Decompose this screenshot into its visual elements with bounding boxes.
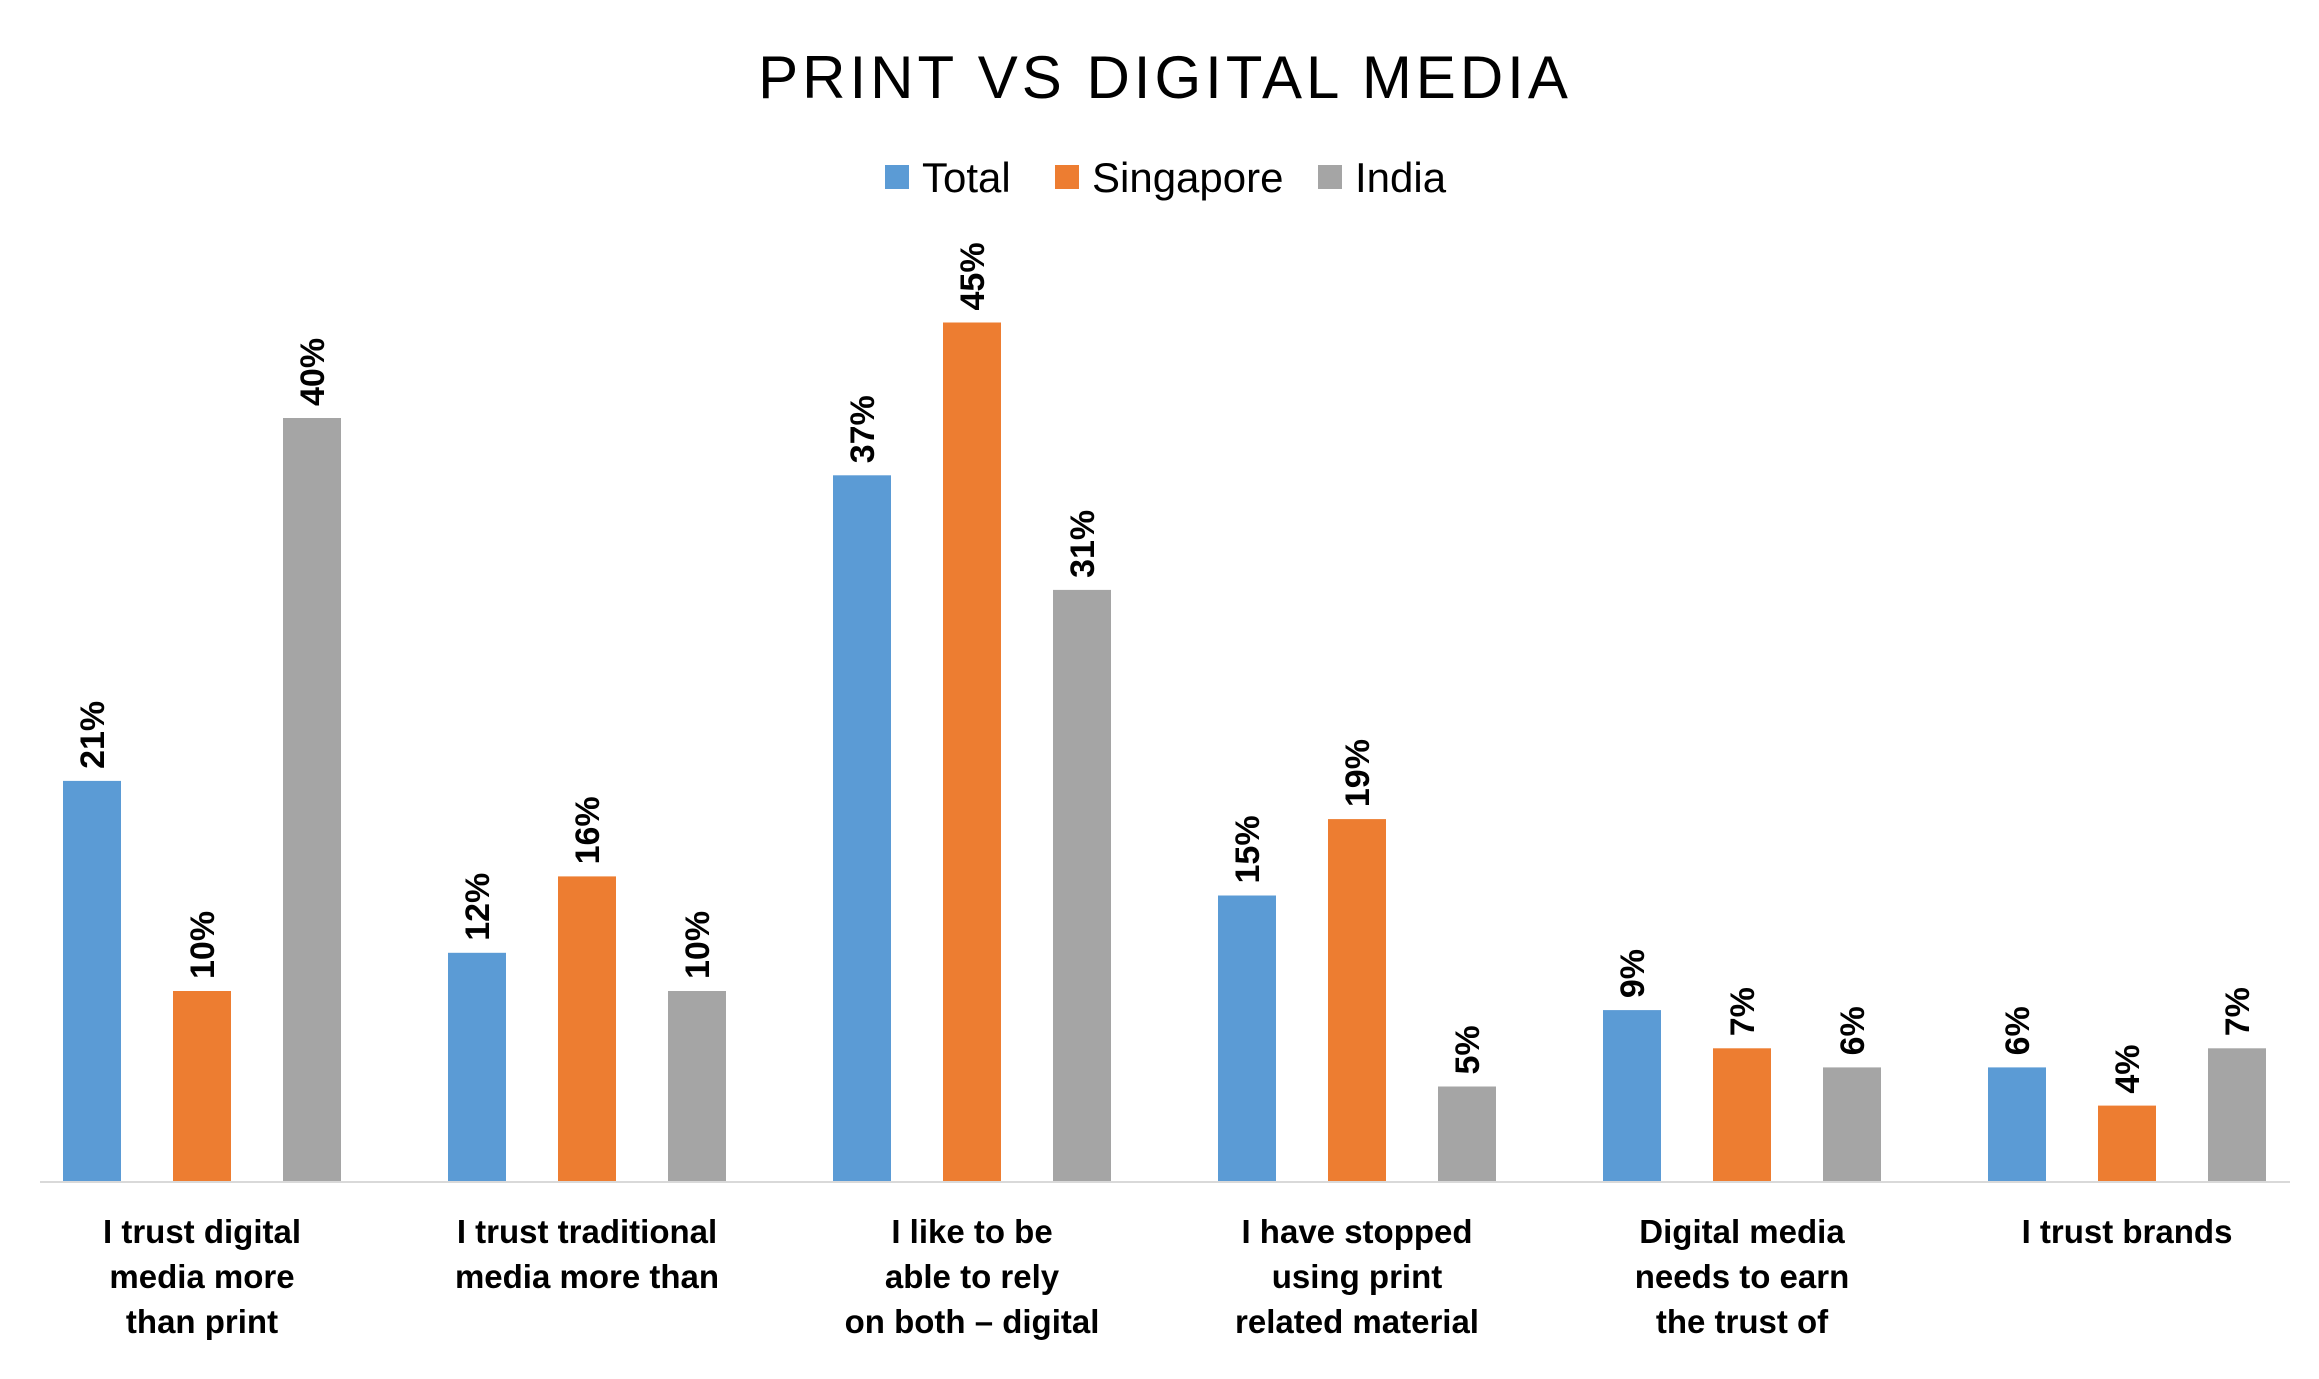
category-label-4-line-3: related material: [1235, 1303, 1479, 1340]
category-label-5-line-2: needs to earn: [1635, 1258, 1850, 1295]
bar-singapore-4: [1328, 819, 1386, 1182]
category-label-1: I trust digital media more than print: [103, 1213, 301, 1340]
value-label-india-1: 40%: [294, 338, 332, 406]
category-label-3-line-2: able to rely: [885, 1258, 1060, 1295]
value-label-india-4: 5%: [1449, 1025, 1487, 1074]
category-label-2: I trust traditional media more than: [455, 1213, 719, 1295]
bar-india-4: [1438, 1086, 1496, 1182]
value-label-india-3: 31%: [1064, 510, 1102, 578]
value-label-total-3: 37%: [844, 395, 882, 463]
bar-total-4: [1218, 895, 1276, 1182]
value-label-total-1: 21%: [74, 701, 112, 769]
value-label-singapore-5: 7%: [1724, 987, 1762, 1036]
value-labels: 21% 10% 40% 12% 16% 10% 37% 45% 31% 15% 19% 5% 9% 7% 6…: [74, 242, 2257, 1093]
category-label-1-line-1: I trust digital: [103, 1213, 301, 1250]
value-label-total-6: 6%: [1999, 1006, 2037, 1055]
category-label-3-line-3: on both – digital: [845, 1303, 1100, 1340]
legend-swatch-india: [1318, 165, 1342, 189]
value-label-india-5: 6%: [1834, 1006, 1872, 1055]
category-label-2-line-2: media more than: [455, 1258, 719, 1295]
category-label-5: Digital media needs to earn the trust of: [1635, 1213, 1850, 1340]
category-label-5-line-3: the trust of: [1656, 1303, 1829, 1340]
bar-total-5: [1603, 1010, 1661, 1182]
bar-singapore-6: [2098, 1105, 2156, 1182]
legend-swatch-singapore: [1055, 165, 1079, 189]
category-label-4: I have stopped using print related materia…: [1235, 1213, 1479, 1340]
bar-total-2: [448, 952, 506, 1182]
value-label-total-2: 12%: [459, 873, 497, 941]
chart-title: PRINT VS DIGITAL MEDIA: [758, 44, 1572, 111]
category-label-5-line-1: Digital media: [1639, 1213, 1845, 1250]
value-label-singapore-6: 4%: [2109, 1044, 2147, 1093]
bar-india-1: [283, 418, 341, 1182]
bar-singapore-1: [173, 991, 231, 1182]
bar-total-1: [63, 780, 121, 1182]
bar-india-3: [1053, 589, 1111, 1182]
category-label-3-line-1: I like to be: [891, 1213, 1052, 1250]
value-label-total-4: 15%: [1229, 815, 1267, 883]
bar-india-6: [2208, 1048, 2266, 1182]
legend-swatch-total: [885, 165, 909, 189]
value-label-singapore-2: 16%: [569, 796, 607, 864]
legend-label-total: Total: [922, 154, 1011, 201]
bar-singapore-3: [943, 322, 1001, 1182]
category-label-6-line-1: I trust brands: [2022, 1213, 2233, 1250]
value-label-total-5: 9%: [1614, 949, 1652, 998]
category-label-1-line-2: media more: [109, 1258, 294, 1295]
category-label-4-line-2: using print: [1272, 1258, 1442, 1295]
value-label-singapore-3: 45%: [954, 242, 992, 310]
bar-singapore-5: [1713, 1048, 1771, 1182]
legend: Total Singapore India: [885, 154, 1447, 201]
category-label-6: I trust brands: [2022, 1213, 2233, 1250]
bars: [63, 322, 2266, 1182]
bar-singapore-2: [558, 876, 616, 1182]
value-label-singapore-4: 19%: [1339, 739, 1377, 807]
legend-label-singapore: Singapore: [1092, 154, 1283, 201]
bar-india-2: [668, 991, 726, 1182]
value-label-india-6: 7%: [2219, 987, 2257, 1036]
category-label-3: I like to be able to rely on both – digita…: [845, 1213, 1100, 1340]
bar-india-5: [1823, 1067, 1881, 1182]
bar-total-6: [1988, 1067, 2046, 1182]
category-label-1-line-3: than print: [126, 1303, 278, 1340]
bar-total-3: [833, 475, 891, 1182]
value-label-india-2: 10%: [679, 911, 717, 979]
category-label-2-line-1: I trust traditional: [457, 1213, 717, 1250]
value-label-singapore-1: 10%: [184, 911, 222, 979]
legend-label-india: India: [1355, 154, 1447, 201]
category-label-4-line-1: I have stopped: [1241, 1213, 1472, 1250]
